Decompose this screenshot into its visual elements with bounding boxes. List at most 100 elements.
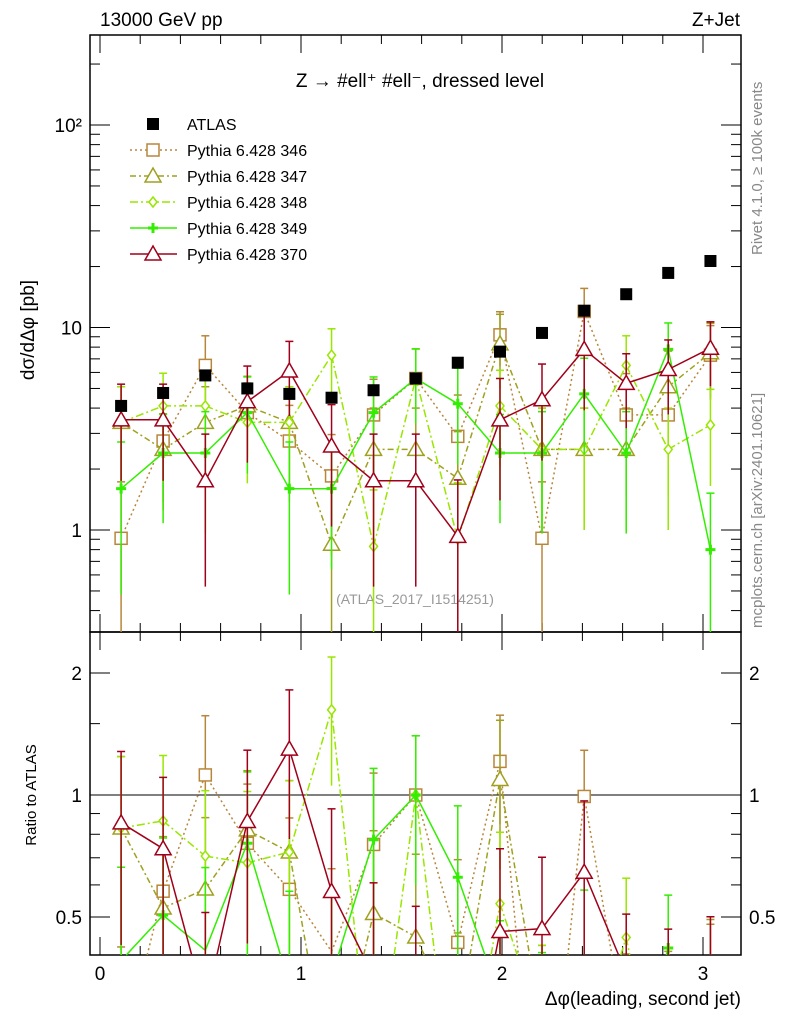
atlas-point [662, 266, 675, 279]
rivet-version-label: Rivet 4.1.0, ≥ 100k events [749, 82, 766, 255]
atlas-point [620, 288, 633, 301]
series-370-point [196, 471, 215, 488]
series-370-point [490, 410, 510, 427]
legend-marker [143, 244, 163, 261]
series-370-ratio-point [490, 921, 510, 939]
series-346-line [120, 311, 712, 539]
header-left: 13000 GeV pp [100, 10, 223, 31]
series-349-point [368, 407, 379, 418]
ratio-tick-label: 2 [749, 664, 760, 685]
series-370-point [322, 436, 341, 453]
series-348-point [326, 348, 337, 362]
series-349-point [284, 483, 295, 494]
legend-marker [143, 166, 163, 183]
atlas-point [409, 372, 422, 385]
y-axis-label: dσ/dΔφ [pb] [18, 280, 39, 380]
series-349-ratio-point [452, 872, 463, 883]
series-349-line [120, 349, 712, 550]
series-348-point [705, 418, 716, 432]
legend-marker [147, 118, 159, 130]
atlas-point [157, 386, 170, 399]
series-348-point [284, 416, 295, 429]
legend-marker [148, 195, 158, 209]
series-370-line [121, 347, 711, 537]
legend-label: Pythia 6.428 346 [187, 143, 307, 160]
series-370-ratio-point [238, 812, 257, 829]
atlas-point [704, 255, 717, 268]
series-347-ratio-point [490, 769, 510, 787]
ratio-series-group [111, 656, 715, 956]
series-348-ratio-point [326, 703, 337, 717]
legend-label: ATLAS [187, 117, 237, 134]
series-348-ratio [116, 656, 632, 956]
legend-label: Pythia 6.428 347 [187, 169, 307, 186]
series-370-point [448, 526, 468, 544]
series-348-ratio-point [284, 845, 295, 859]
ratio-tick-label: 0.5 [749, 908, 775, 929]
series-370-point [658, 360, 678, 377]
series-370-point [111, 410, 131, 427]
mcplots-label: mcplots.cern.ch [arXiv:2401.10621] [749, 393, 766, 628]
series-348-line [120, 354, 711, 547]
series-370-ratio-point [111, 813, 131, 830]
ratio-tick-label: 1 [749, 786, 760, 807]
series-370-point [153, 410, 173, 427]
series-349-ratio-point [368, 834, 379, 845]
ratio-axis-label: Ratio to ATLAS [23, 744, 40, 845]
atlas-point [535, 326, 548, 339]
series-370-point [532, 390, 552, 407]
marks [111, 255, 720, 956]
series-370-ratio-point [574, 862, 594, 880]
series-348-ratio-point [200, 849, 211, 863]
series-370-point [616, 373, 636, 391]
ratio-tick-label: 2 [71, 664, 82, 685]
series-347-ratio [111, 719, 715, 956]
x-tick-label: 2 [497, 964, 508, 985]
y-tick-label: 10² [55, 116, 82, 137]
series-349-point [452, 398, 463, 409]
plot-label: Z → #ell⁺ #ell⁻, dressed level [296, 71, 544, 92]
legend-label: Pythia 6.428 349 [187, 221, 307, 238]
legend-marker [146, 143, 160, 157]
atlas-point [493, 345, 506, 358]
ratio-tick-label: 0.5 [56, 908, 82, 929]
axes: 0 1 2 3 1 10 10² 0.5 0.5 1 1 2 2 [55, 34, 775, 985]
legend-label: Pythia 6.428 370 [187, 247, 307, 264]
x-axis-label: Δφ(leading, second jet) [545, 989, 741, 1010]
legend-marker [148, 223, 158, 233]
series-370-ratio [111, 689, 715, 956]
series-370-point [364, 471, 383, 488]
x-tick-label: 1 [296, 964, 307, 985]
series-347-line [120, 343, 711, 545]
series-370-point [406, 471, 426, 488]
legend: Pythia 6.428 346 Pythia 6.428 347 Pythia 6… [130, 117, 307, 264]
atlas-point [367, 384, 380, 397]
series-370 [111, 312, 720, 632]
series-346-point [535, 531, 549, 546]
atlas-point [115, 399, 128, 412]
analysis-watermark: (ATLAS_2017_I1514251) [336, 591, 494, 607]
y-tick-label: 10 [61, 319, 82, 340]
atlas-point [325, 391, 338, 404]
series-atlas [115, 255, 717, 412]
series-370-ratio-point [153, 839, 173, 856]
series-346-ratio-point [198, 768, 213, 782]
series-370-point [574, 339, 594, 357]
series-370-point [238, 392, 257, 409]
atlas-point [199, 369, 212, 382]
atlas-point [578, 304, 591, 317]
series-370-ratio-point [280, 739, 299, 756]
legend-label: Pythia 6.428 348 [187, 195, 307, 212]
series-348-point [663, 443, 674, 456]
series-349-point [705, 544, 716, 555]
series-348-ratio-line [120, 709, 631, 956]
series-349-point [116, 483, 127, 494]
y-tick-label: 1 [71, 521, 82, 542]
ratio-tick-label: 1 [71, 786, 82, 807]
series-349-ratio-point [410, 790, 421, 800]
atlas-point [241, 382, 254, 395]
series-347-ratio-line [120, 779, 531, 956]
atlas-point [451, 356, 464, 369]
